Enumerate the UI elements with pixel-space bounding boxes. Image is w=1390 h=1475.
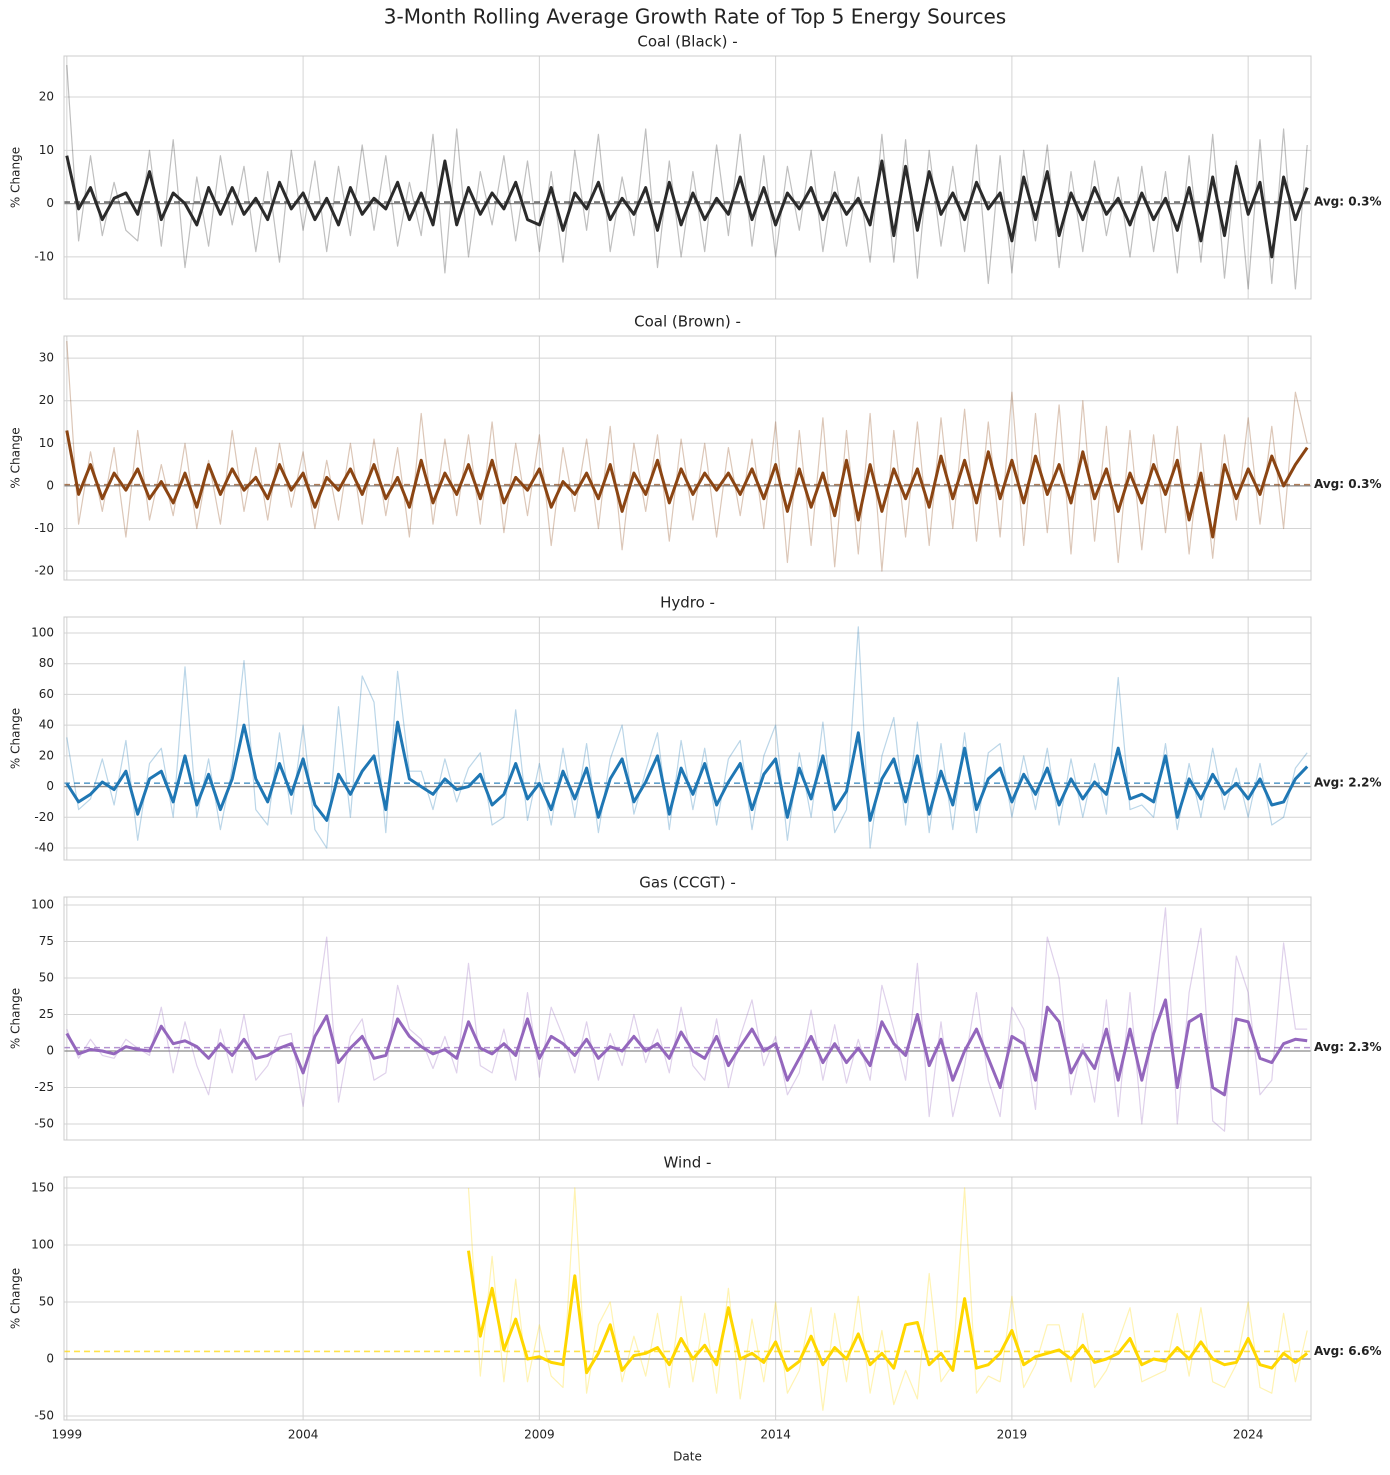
y-tick-label: 50: [39, 1294, 54, 1308]
x-axis-label: Date: [673, 1450, 702, 1464]
y-tick-label: 40: [39, 718, 54, 732]
y-axis-label: % Change: [9, 1268, 23, 1329]
y-tick-label: 0: [46, 779, 54, 793]
plot-frame: [63, 335, 1312, 581]
raw-line: [467, 1187, 1308, 1411]
y-tick-label: 10: [39, 436, 54, 450]
mean-label: Avg: 0.3%: [1314, 195, 1382, 209]
y-tick-label: 25: [39, 1007, 54, 1021]
y-tick-label: 0: [46, 196, 54, 210]
y-tick-label: -20: [34, 564, 54, 578]
chart-title: Wind -: [664, 1154, 712, 1172]
y-tick-label: 60: [39, 687, 54, 701]
y-tick-label: 0: [46, 478, 54, 492]
y-axis-label: % Change: [9, 147, 23, 208]
chart-title: Gas (CCGT) -: [639, 874, 735, 892]
rolling-line: [65, 430, 1309, 539]
rolling-line: [65, 155, 1309, 259]
x-tick-label: 2019: [997, 1428, 1028, 1442]
mean-label: Avg: 6.6%: [1314, 1344, 1382, 1358]
plot-frame: [63, 55, 1312, 300]
mean-label: Avg: 0.3%: [1314, 477, 1382, 491]
raw-line: [66, 65, 1308, 290]
y-tick-label: 20: [39, 393, 54, 407]
y-axis-label: % Change: [9, 708, 23, 769]
y-axis-label: % Change: [9, 988, 23, 1049]
y-tick-label: 50: [39, 971, 54, 985]
x-tick-label: 2004: [288, 1428, 319, 1442]
x-tick-label: 1999: [52, 1428, 83, 1442]
rolling-line: [65, 998, 1308, 1097]
y-tick-label: 0: [46, 1043, 54, 1057]
chart-title: Coal (Black) -: [637, 33, 737, 51]
y-tick-label: -40: [34, 841, 54, 855]
y-tick-label: 30: [39, 351, 54, 365]
y-tick-label: 100: [31, 625, 54, 639]
rolling-line: [65, 720, 1309, 822]
plot-frame: [63, 1176, 1312, 1421]
plot-frame: [63, 896, 1312, 1141]
y-tick-label: 20: [39, 90, 54, 104]
y-tick-label: -50: [34, 1116, 54, 1130]
y-tick-label: -10: [34, 521, 54, 535]
x-tick-label: 2009: [524, 1428, 555, 1442]
raw-line: [66, 626, 1308, 849]
mean-label: Avg: 2.2%: [1314, 776, 1382, 790]
y-axis-label: % Change: [9, 427, 23, 488]
y-tick-label: -10: [34, 249, 54, 263]
y-tick-label: 100: [31, 898, 54, 912]
rolling-line: [467, 1250, 1309, 1375]
y-tick-label: 100: [31, 1237, 54, 1251]
chart-title: Coal (Brown) -: [634, 313, 741, 331]
raw-line: [66, 341, 1308, 572]
figure-title: 3-Month Rolling Average Growth Rate of T…: [384, 5, 1006, 29]
y-tick-label: 20: [39, 748, 54, 762]
x-tick-label: 2014: [760, 1428, 791, 1442]
chart-title: Hydro -: [660, 594, 715, 612]
plot-frame: [63, 616, 1312, 861]
y-tick-label: 0: [46, 1351, 54, 1365]
y-tick-label: 150: [31, 1180, 54, 1194]
mean-label: Avg: 2.3%: [1314, 1040, 1382, 1054]
y-tick-label: 80: [39, 656, 54, 670]
y-tick-label: -20: [34, 810, 54, 824]
x-tick-label: 2024: [1233, 1428, 1264, 1442]
y-tick-label: 10: [39, 143, 54, 157]
y-tick-label: 75: [39, 934, 54, 948]
y-tick-label: -25: [34, 1080, 54, 1094]
y-tick-label: -50: [34, 1409, 54, 1423]
